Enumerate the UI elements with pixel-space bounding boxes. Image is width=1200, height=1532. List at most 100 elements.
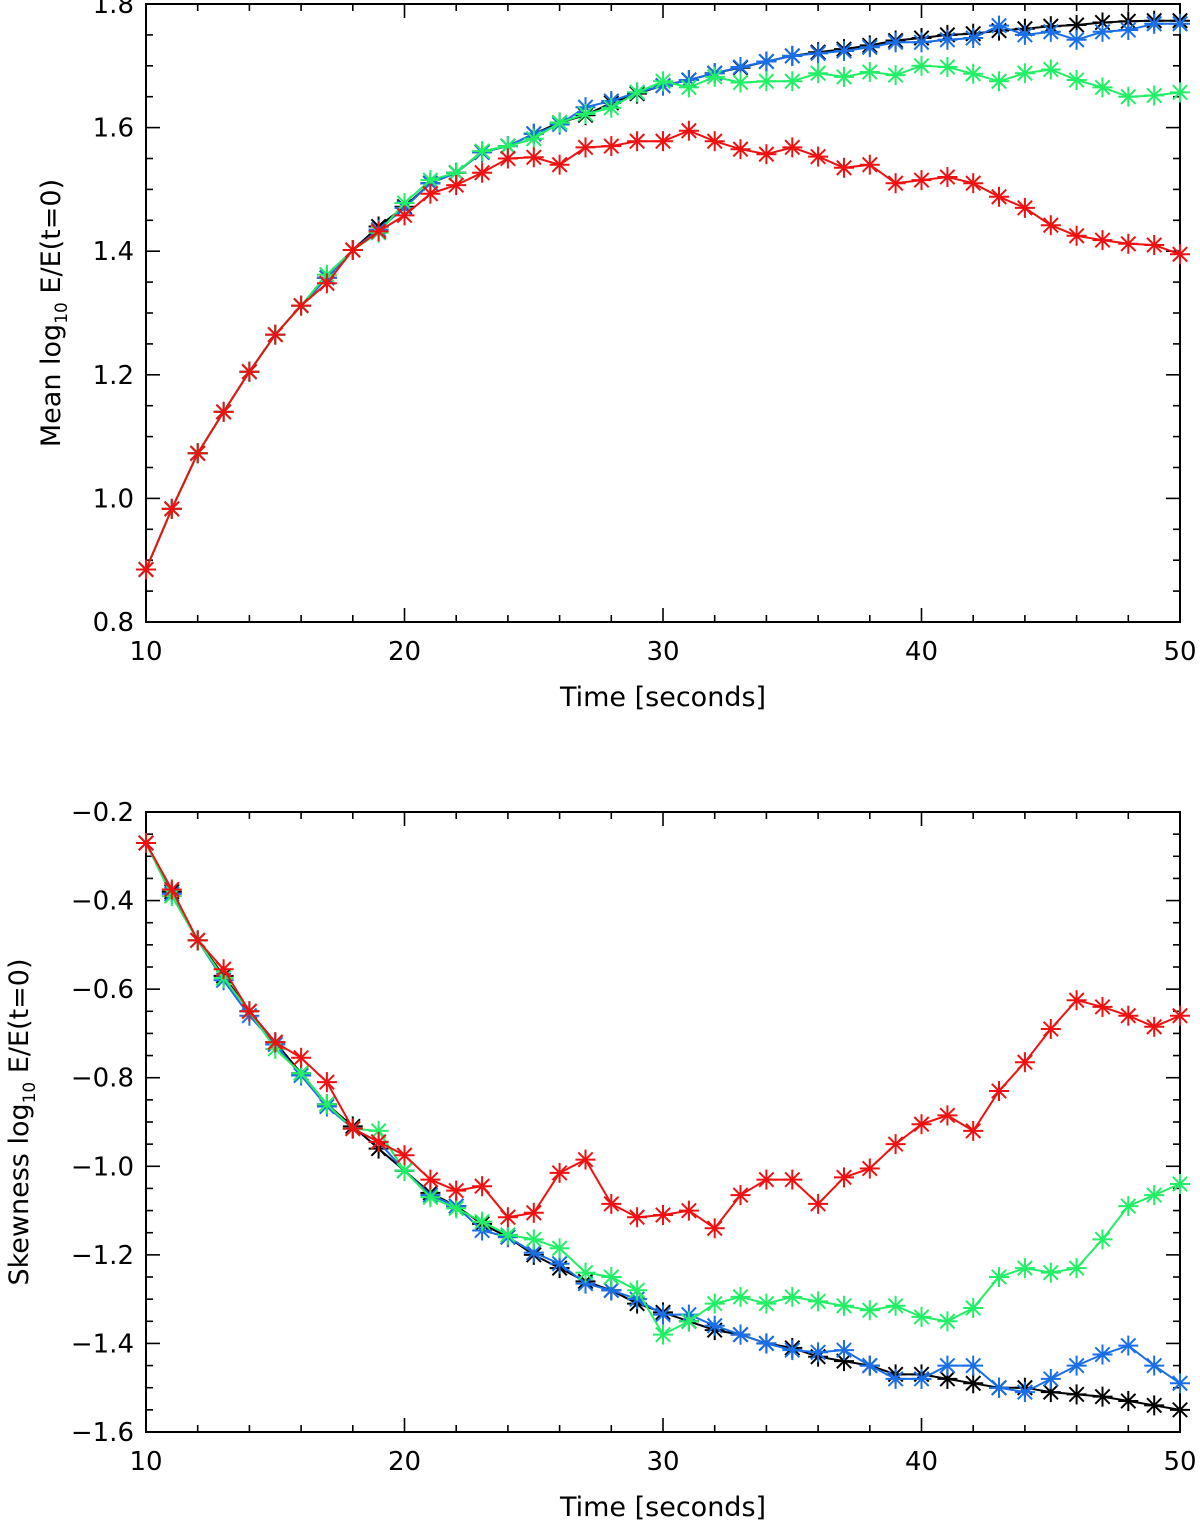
mean-series-point-3: [627, 131, 648, 152]
mean-series-point-1: [756, 51, 777, 72]
skewness-series-point-1: [1066, 1355, 1087, 1376]
x-tick-label: 40: [905, 1447, 938, 1477]
mean-series-point-3: [1144, 235, 1165, 255]
x-tick-label: 40: [905, 637, 938, 667]
skewness-series-point-2: [756, 1293, 777, 1314]
mean-series-point-1: [1014, 24, 1035, 45]
skewness-series-point-2: [316, 1094, 337, 1115]
skewness-series-point-2: [549, 1238, 570, 1259]
mean-series-point-1: [1040, 21, 1061, 42]
skewness-series-point-3: [730, 1185, 751, 1206]
mean-series-point-2: [963, 63, 984, 84]
mean-series-point-2: [704, 66, 725, 87]
mean-series-point-2: [1144, 85, 1165, 106]
mean-series-point-1: [1170, 13, 1190, 34]
skewness-series-point-2: [885, 1295, 906, 1316]
skewness-series-point-3: [187, 930, 208, 951]
skewness-series-point-2: [937, 1311, 958, 1332]
skewness-series-point-3: [859, 1158, 880, 1179]
mean-series-point-1: [937, 29, 958, 50]
skewness-series-point-1: [989, 1377, 1009, 1398]
mean-series-point-1: [1118, 20, 1139, 40]
skewness-panel: 10 20 30 40 50 −1.6 −1.4 −1.2 −1.0 −0.8 −0.6 −0.4 −0…: [4, 798, 1197, 1523]
skewness-series-point-3: [549, 1162, 570, 1183]
skewness-series-point-3: [1066, 990, 1087, 1011]
mean-series-point-3: [239, 361, 260, 382]
mean-series-point-1: [859, 37, 880, 58]
skewness-axis-ticks: 10 20 30 40 50 −1.6 −1.4 −1.2 −1.0 −0.8 −0.6 −0.4 −0…: [71, 798, 1197, 1477]
x-tick-label: 20: [388, 637, 421, 667]
skewness-series-point-3: [1040, 1019, 1061, 1039]
mean-series-point-1: [1092, 21, 1113, 42]
mean-series-point-3: [678, 120, 699, 141]
y-tick-label: −1.6: [71, 1418, 134, 1448]
mean-series-point-2: [989, 71, 1009, 92]
mean-series-point-1: [782, 45, 803, 66]
mean-series-point-0: [1066, 15, 1087, 35]
y-tick-label: 1.2: [93, 361, 134, 391]
skewness-series-point-2: [808, 1291, 829, 1312]
mean-series-point-3: [549, 154, 570, 175]
skewness-series-point-3: [963, 1120, 984, 1141]
y-tick-label: 1.0: [93, 484, 134, 514]
skewness-series-point-2: [1118, 1196, 1139, 1217]
mean-axis-ticks: 10 20 30 40 50 0.8 1.0 1.2 1.4 1.6 1.8: [93, 0, 1197, 667]
mean-series-point-3: [1170, 244, 1190, 265]
y-tick-label: −0.8: [71, 1064, 134, 1094]
mean-series-point-3: [342, 240, 363, 260]
x-tick-label: 10: [129, 1447, 162, 1477]
mean-series-point-3: [291, 295, 312, 316]
skewness-series-point-1: [834, 1340, 854, 1361]
skewness-series-point-3: [394, 1145, 415, 1166]
skewness-series-point-0: [1118, 1391, 1139, 1411]
mean-series-point-2: [549, 112, 570, 133]
mean-y-title-prefix: Mean log: [36, 324, 67, 447]
mean-series-point-3: [420, 183, 441, 204]
mean-series-point-1: [885, 32, 906, 53]
skewness-series-point-0: [1144, 1395, 1165, 1416]
skewness-series-point-3: [368, 1131, 389, 1152]
mean-y-title-suffix: E/E(t=0): [36, 179, 67, 302]
mean-series-point-3: [136, 559, 156, 580]
skewness-series-point-1: [937, 1355, 958, 1376]
mean-series-point-3: [1118, 233, 1139, 254]
skewness-series-point-1: [730, 1324, 751, 1345]
skewness-series-point-3: [1144, 1016, 1165, 1037]
skewness-series-point-2: [1092, 1229, 1113, 1250]
mean-series-point-1: [963, 28, 984, 48]
skewness-series-point-3: [653, 1205, 673, 1225]
mean-series-point-3: [1092, 230, 1113, 251]
skewness-series-point-1: [911, 1368, 932, 1389]
y-tick-label: −0.4: [71, 887, 134, 917]
skewness-series-point-3: [937, 1105, 958, 1126]
mean-series-point-2: [1170, 82, 1190, 103]
skewness-series-point-2: [834, 1295, 854, 1316]
mean-series-point-3: [834, 157, 854, 178]
skewness-series-point-3: [265, 1032, 286, 1053]
y-tick-label: 0.8: [93, 608, 134, 638]
skewness-series-point-2: [653, 1324, 673, 1345]
mean-series-point-2: [1014, 63, 1035, 84]
mean-series-point-3: [523, 147, 544, 168]
skewness-series-point-3: [1170, 1005, 1190, 1026]
skewness-series-point-3: [808, 1193, 829, 1214]
y-tick-label: −0.2: [71, 798, 134, 828]
mean-series-point-3: [653, 131, 673, 152]
mean-series-point-2: [730, 72, 751, 93]
skewness-series-point-1: [1118, 1335, 1139, 1356]
mean-series-point-3: [265, 324, 286, 345]
mean-series-point-2: [575, 104, 596, 124]
skewness-series-point-3: [1014, 1052, 1035, 1073]
mean-series-point-3: [963, 173, 984, 194]
mean-series-group: [136, 10, 1190, 580]
mean-series-point-3: [472, 162, 493, 183]
mean-series-point-2: [627, 82, 648, 103]
mean-series-point-3: [497, 148, 518, 169]
skewness-series-point-3: [420, 1169, 441, 1190]
skewness-series-point-3: [1118, 1005, 1139, 1026]
skewness-series-point-3: [834, 1167, 854, 1188]
mean-y-axis-title: Mean log10 E/E(t=0): [36, 179, 72, 447]
mean-series-point-2: [1092, 77, 1113, 98]
skewness-series-point-2: [523, 1229, 544, 1250]
